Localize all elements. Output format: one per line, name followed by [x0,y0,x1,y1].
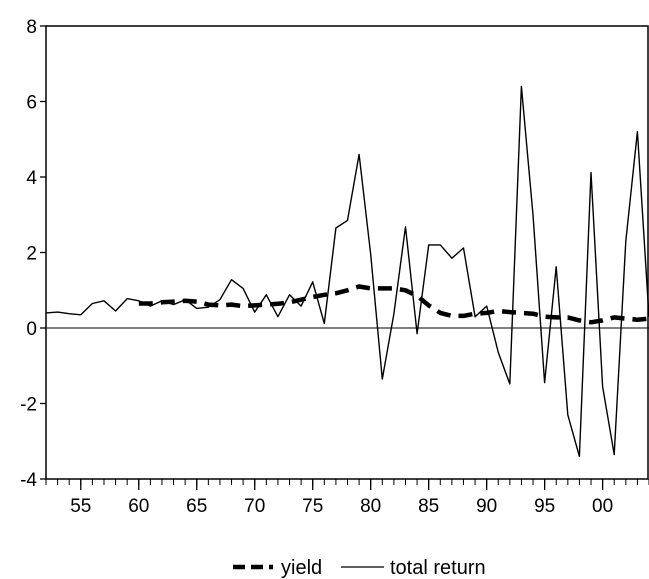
y-tick-label: 8 [26,17,37,38]
legend-label-yield: yield [281,557,322,579]
x-tick-label: 90 [476,496,497,517]
x-tick-label: 70 [244,496,265,517]
series-layer [45,85,649,458]
y-tick-label: 4 [26,168,37,189]
chart-axes: -4 -2 0 2 4 6 8 55 60 65 70 75 80 85 90 95 00 [20,17,649,517]
series-line-total-return [45,85,649,458]
x-tick-label: 55 [70,496,91,517]
y-tick-label: 0 [26,319,37,340]
chart-legend: yield total return [233,557,486,579]
x-tick-label: 95 [534,496,555,517]
legend-label-total-return: total return [390,557,486,579]
y-tick-label: 2 [26,244,37,265]
x-tick-label: 00 [592,496,613,517]
y-tick-label: 6 [26,93,37,114]
x-tick-label: 65 [186,496,207,517]
y-tick-label: -4 [20,470,37,491]
y-tick-label: -2 [20,395,37,416]
x-tick-label: 75 [302,496,323,517]
plot-frame [45,25,649,480]
x-tick-label: 60 [128,496,149,517]
x-tick-label: 85 [418,496,439,517]
x-tick-label: 80 [360,496,381,517]
